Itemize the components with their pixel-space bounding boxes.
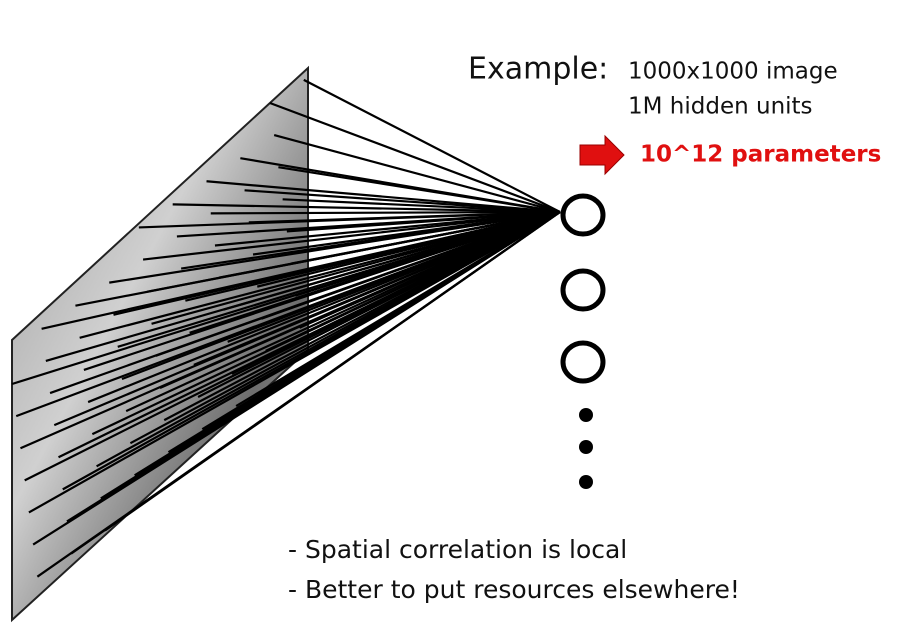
ellipsis-dot [579, 408, 593, 422]
result: 10^12 parameters [640, 142, 881, 168]
note: - Better to put resources elsewhere! [288, 575, 740, 604]
hidden-unit [563, 271, 603, 309]
ellipsis-dot [579, 440, 593, 454]
arrow [580, 136, 624, 174]
hidden-unit [563, 196, 603, 234]
ellipsis-dot [579, 475, 593, 489]
slide: Example: 1000x1000 image 1M hidden units… [0, 0, 900, 623]
hidden-unit [563, 343, 603, 381]
example-label: Example: [468, 52, 608, 87]
note: - Spatial correlation is local [288, 535, 627, 564]
example-line: 1M hidden units [628, 94, 813, 120]
example-line: 1000x1000 image [628, 59, 838, 85]
